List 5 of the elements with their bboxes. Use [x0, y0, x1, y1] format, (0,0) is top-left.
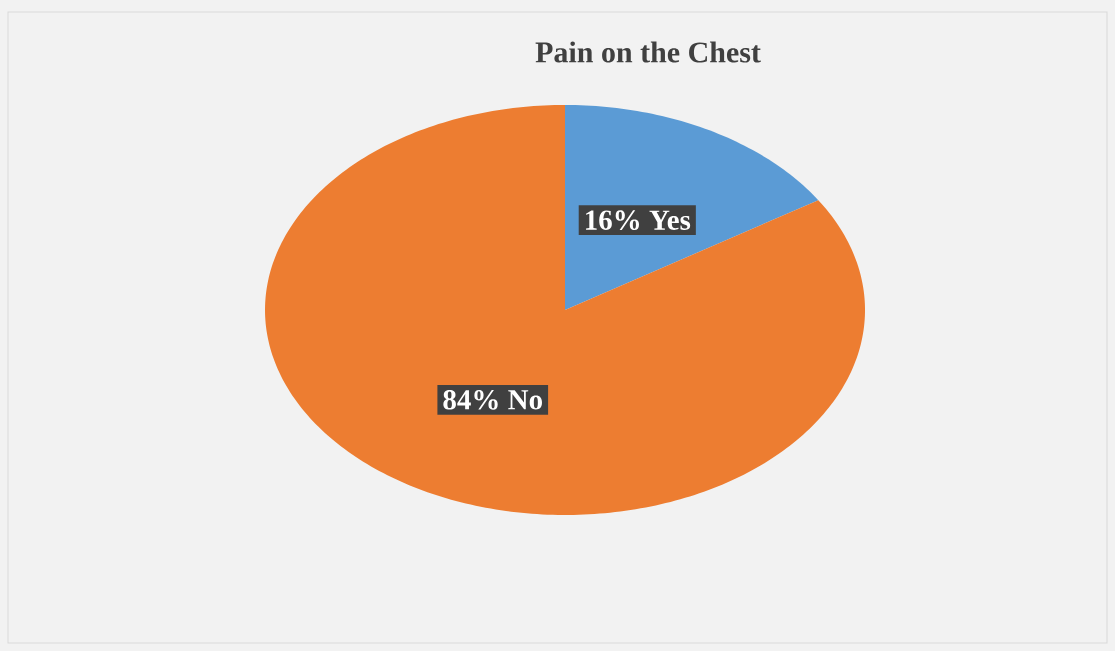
- data-label: 16%: [586, 210, 639, 230]
- chart-title: Pain on the Chest: [535, 41, 761, 63]
- slice-label: No: [508, 390, 542, 410]
- slice-label: Yes: [649, 210, 691, 230]
- data-label: 84%: [443, 389, 498, 410]
